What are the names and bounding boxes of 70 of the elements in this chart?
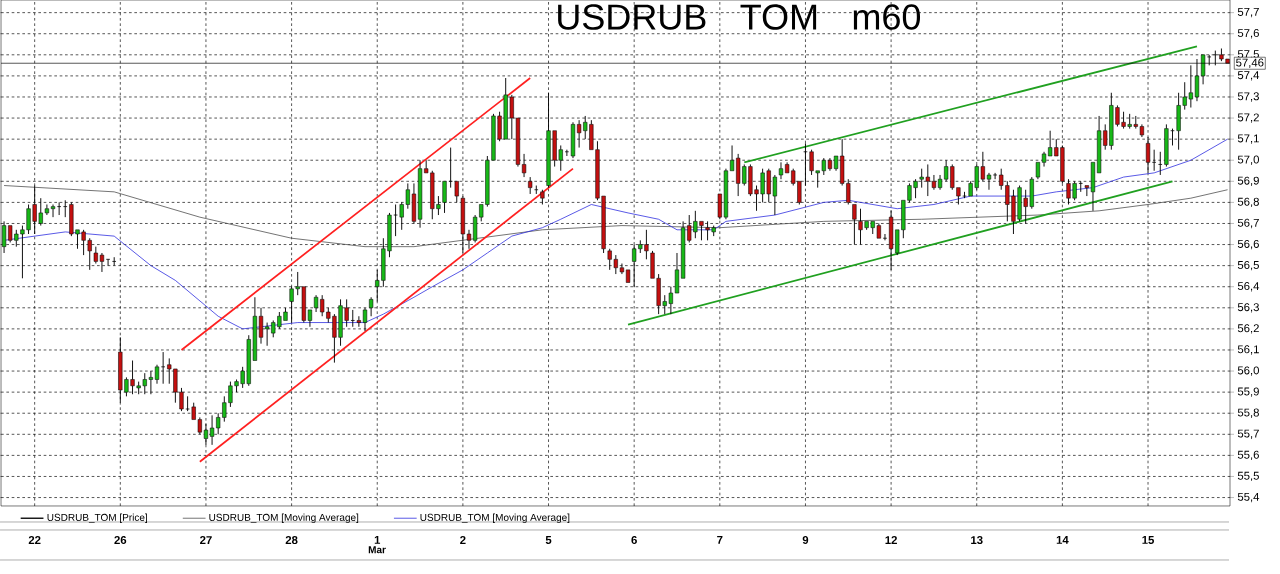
x-tick-label: 13 — [971, 536, 983, 545]
candlestick — [454, 181, 459, 203]
candlestick — [63, 199, 68, 218]
candlestick — [393, 204, 398, 237]
y-tick-label: 57,3 — [1237, 92, 1259, 102]
x-tick-label: 12 — [885, 536, 897, 544]
y-tick-label: 55,6 — [1237, 450, 1259, 461]
candlestick — [1158, 151, 1163, 176]
candlestick — [778, 161, 784, 180]
legend-label: USDRUB_TOM [Price] — [47, 513, 147, 523]
candlestick — [154, 364, 160, 385]
y-tick-label: 56,1 — [1237, 345, 1259, 355]
y-tick-label: 56,4 — [1237, 282, 1260, 292]
legend-label: USDRUB_TOM [Moving Average] — [209, 513, 359, 523]
candlestick — [442, 181, 447, 214]
y-tick-label: 55,7 — [1237, 429, 1259, 439]
x-tick-label: 1 — [374, 536, 381, 544]
candlestick — [362, 307, 368, 332]
y-tick-label: 57,7 — [1237, 8, 1259, 18]
y-tick-label: 55,9 — [1237, 387, 1259, 397]
x-tick-label: 6 — [631, 536, 637, 545]
y-tick-label: 55,8 — [1237, 408, 1259, 418]
candlestick — [528, 176, 533, 195]
y-tick-label: 56,8 — [1237, 197, 1259, 208]
x-tick-label: 22 — [28, 536, 41, 544]
line-series — [3, 185, 1228, 248]
candlestick — [258, 307, 264, 345]
y-tick-label: 56,6 — [1237, 239, 1259, 250]
y-tick-label: 57,1 — [1237, 134, 1259, 144]
y-tick-label: 57,0 — [1237, 155, 1259, 165]
candlestick — [534, 185, 539, 195]
candlestick — [570, 121, 576, 159]
candlestick — [185, 395, 190, 412]
candlestick — [962, 191, 967, 199]
chart-title: USDRUB TOM m60 — [558, 4, 921, 30]
y-tick-label: 56,7 — [1237, 218, 1259, 229]
y-tick-label: 56,0 — [1237, 366, 1259, 376]
y-tick-label: 55,5 — [1237, 471, 1259, 482]
ref-line-label: 57,46 — [1236, 58, 1264, 68]
legend-label: USDRUB_TOM [Moving Average] — [420, 513, 570, 523]
candlestick — [852, 204, 857, 246]
candlestick — [1078, 180, 1083, 193]
x-tick-label: 26 — [114, 536, 127, 545]
x-tick-label: 9 — [802, 536, 809, 545]
x-tick-label: 28 — [285, 536, 298, 545]
candlestick — [540, 189, 545, 205]
candlestick — [369, 296, 374, 317]
text: Mar — [368, 546, 386, 554]
y-tick-label: 57,2 — [1237, 113, 1259, 123]
x-tick-label: 27 — [200, 536, 212, 544]
x-tick-label: 5 — [545, 536, 552, 544]
x-tick-label: 2 — [460, 536, 466, 544]
candlestick — [674, 252, 680, 294]
x-tick-label: 14 — [1056, 536, 1069, 544]
y-tick-label: 56,2 — [1237, 324, 1259, 334]
candlestick — [111, 256, 117, 267]
y-tick-label: 56,9 — [1237, 176, 1259, 186]
candlestick — [460, 195, 465, 254]
candlestick — [521, 153, 527, 178]
candlestick — [466, 229, 472, 250]
x-tick-label: 7 — [717, 536, 723, 544]
candlestick — [1164, 123, 1169, 168]
y-tick-label: 55,4 — [1237, 492, 1260, 503]
candlestick — [992, 172, 998, 180]
x-tick-label: 15 — [1142, 536, 1155, 544]
candlestick — [1035, 162, 1041, 180]
y-tick-label: 57,4 — [1237, 71, 1260, 81]
y-tick-label: 56,5 — [1237, 260, 1259, 271]
y-tick-label: 57,6 — [1237, 29, 1259, 39]
y-tick-label: 56,3 — [1237, 303, 1259, 313]
